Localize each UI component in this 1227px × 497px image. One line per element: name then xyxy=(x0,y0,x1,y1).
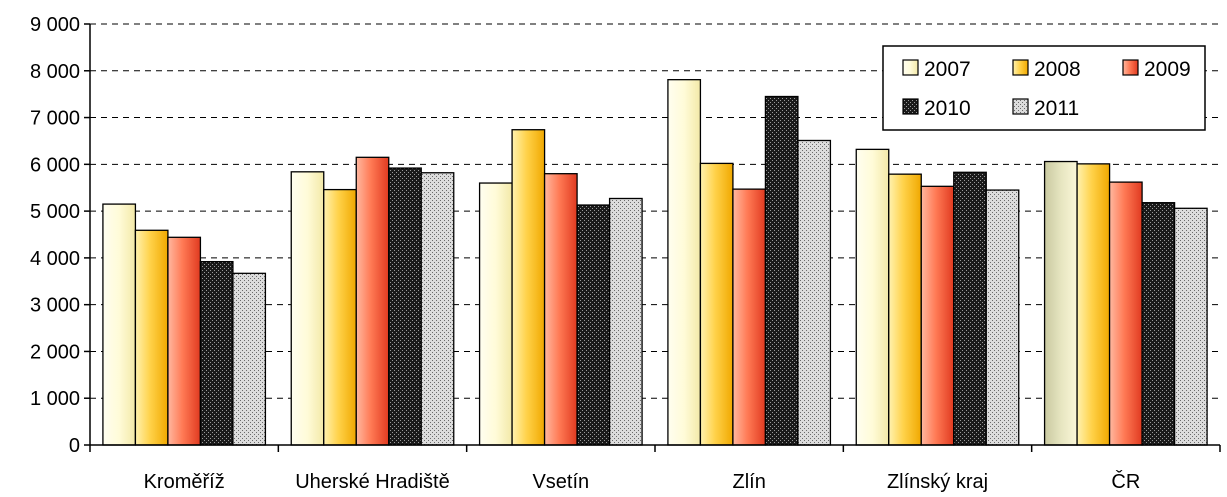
grid-lines xyxy=(90,23,1220,399)
legend-label-2007: 2007 xyxy=(924,58,971,81)
bar-cr-2007 xyxy=(1043,160,1078,446)
legend-swatch-2007 xyxy=(902,59,919,76)
bar-uherske-hradiste-2011 xyxy=(420,172,455,446)
x-category-label-kromeriz: Kroměříž xyxy=(144,471,225,493)
y-tick-label: 5 000 xyxy=(30,201,80,223)
legend-swatch-2008 xyxy=(1012,59,1029,76)
legend-box xyxy=(882,45,1206,131)
y-tick-label: 7 000 xyxy=(30,108,80,130)
bar-uherske-hradiste-2007 xyxy=(290,171,325,446)
legend-label-2008: 2008 xyxy=(1034,58,1081,81)
legend-swatch-2010 xyxy=(902,98,919,115)
legend: 2007 2008 2009 2010 2011 xyxy=(882,45,1206,131)
bar-zlin-2010 xyxy=(764,95,799,446)
x-category-label-zlin: Zlín xyxy=(732,471,765,493)
bar-uherske-hradiste-2009 xyxy=(355,156,390,446)
y-tick-label: 2 000 xyxy=(30,341,80,363)
bar-kromeriz-2009 xyxy=(167,236,202,446)
y-tick-label: 1 000 xyxy=(30,388,80,410)
legend-swatch-2011 xyxy=(1012,98,1029,115)
bar-cr-2009 xyxy=(1108,181,1143,446)
bar-zlinsky-kraj-2010 xyxy=(953,171,987,446)
axes xyxy=(84,23,1221,452)
legend-item-2009: 2009 xyxy=(1122,58,1191,81)
legend-item-2007: 2007 xyxy=(902,58,971,81)
y-tick-label: 0 xyxy=(69,435,80,457)
legend-item-2010: 2010 xyxy=(902,97,971,120)
x-category-label-cr: ČR xyxy=(1111,470,1140,493)
bar-cr-2010 xyxy=(1141,202,1176,446)
bar-vsetin-2007 xyxy=(478,182,513,446)
y-tick-label: 8 000 xyxy=(30,61,80,83)
bar-cr-2008 xyxy=(1076,163,1111,446)
y-axis-tick-labels: 0 1 000 2 000 3 000 4 000 5 000 6 000 7 000 8 00… xyxy=(30,14,80,457)
bar-uherske-hradiste-2008 xyxy=(323,188,357,446)
bar-zlin-2008 xyxy=(699,162,734,446)
legend-label-2009: 2009 xyxy=(1144,58,1191,81)
bar-kromeriz-2010 xyxy=(199,260,234,446)
legend-label-2010: 2010 xyxy=(924,97,971,120)
legend-label-2011: 2011 xyxy=(1034,97,1079,120)
bar-vsetin-2009 xyxy=(543,173,578,446)
bar-zlin-2011 xyxy=(797,139,832,446)
x-category-label-uherske-hradiste: Uherské Hradiště xyxy=(295,471,450,493)
bar-kromeriz-2008 xyxy=(134,229,169,446)
y-tick-label: 6 000 xyxy=(30,154,80,176)
legend-item-2011: 2011 xyxy=(1012,97,1079,120)
bar-kromeriz-2007 xyxy=(102,203,137,446)
bar-zlinsky-kraj-2008 xyxy=(888,173,922,446)
bars xyxy=(102,79,1208,446)
bar-zlinsky-kraj-2011 xyxy=(985,189,1020,446)
bar-cr-2011 xyxy=(1173,207,1208,446)
bar-kromeriz-2011 xyxy=(232,272,267,446)
y-tick-label: 9 000 xyxy=(30,14,80,36)
bar-zlin-2007 xyxy=(667,79,702,446)
bar-uherske-hradiste-2010 xyxy=(388,167,422,446)
legend-item-2008: 2008 xyxy=(1012,58,1081,81)
bar-zlinsky-kraj-2009 xyxy=(920,185,955,446)
bar-vsetin-2008 xyxy=(511,129,546,446)
x-axis-category-labels: Kroměříž Uherské Hradiště Vsetín Zlín Zlínsk… xyxy=(144,470,1141,493)
legend-swatch-2009 xyxy=(1122,59,1139,76)
y-tick-label: 4 000 xyxy=(30,248,80,270)
x-category-label-vsetin: Vsetín xyxy=(532,471,589,493)
bar-vsetin-2011 xyxy=(608,197,643,446)
bar-zlin-2009 xyxy=(732,188,767,446)
bar-zlinsky-kraj-2007 xyxy=(855,148,890,446)
x-category-label-zlinsky-kraj: Zlínský kraj xyxy=(887,471,988,493)
bar-vsetin-2010 xyxy=(576,204,611,446)
y-tick-label: 3 000 xyxy=(30,295,80,317)
